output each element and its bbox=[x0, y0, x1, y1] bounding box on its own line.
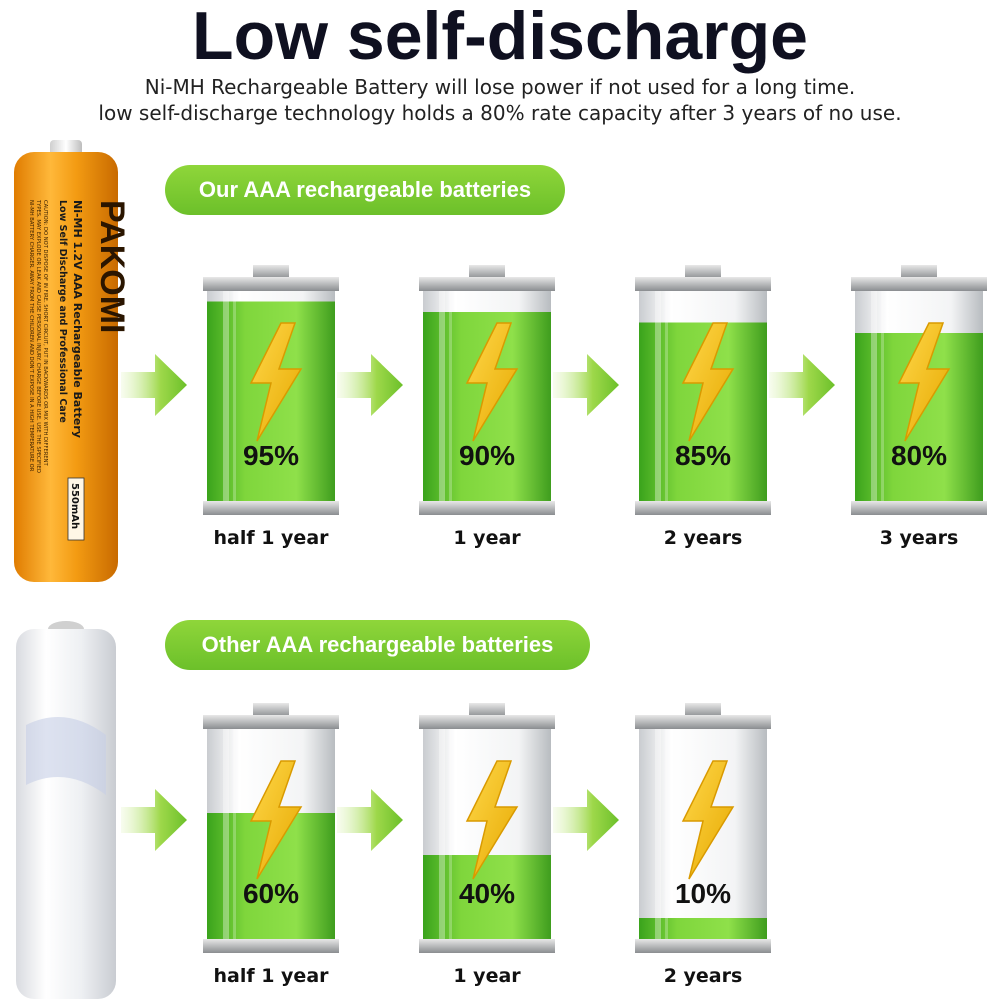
battery-level-ours-1: 90% bbox=[419, 265, 555, 515]
battery-period-label: half 1 year bbox=[213, 965, 329, 987]
battery-level-others-0: 60% bbox=[203, 703, 339, 953]
battery-level-others-1: 40% bbox=[419, 703, 555, 953]
lightning-bolt-icon bbox=[465, 760, 519, 880]
battery-percent-label: 95% bbox=[243, 440, 299, 471]
arrow-right-icon bbox=[769, 354, 835, 416]
battery-period-label: 1 year bbox=[453, 965, 521, 987]
battery-level-ours-0: 95% bbox=[203, 265, 339, 515]
battery-level-ours-3: 80% bbox=[851, 265, 987, 515]
section-label-ours: Our AAA rechargeable batteries bbox=[165, 165, 565, 215]
arrow-right-icon bbox=[337, 354, 403, 416]
battery-percent-label: 80% bbox=[891, 440, 947, 471]
lightning-bolt-icon bbox=[681, 760, 735, 880]
lightning-bolt-icon bbox=[249, 760, 303, 880]
lightning-bolt-icon bbox=[465, 322, 519, 442]
battery-period-label: 3 years bbox=[879, 527, 959, 549]
battery-percent-label: 40% bbox=[459, 878, 515, 909]
page-title: Low self-discharge bbox=[192, 0, 808, 74]
battery-percent-label: 90% bbox=[459, 440, 515, 471]
battery-percent-label: 60% bbox=[243, 878, 299, 909]
product-brand: PAKOMI bbox=[93, 200, 126, 333]
battery-level-ours-2: 85% bbox=[635, 265, 771, 515]
battery-percent-label: 85% bbox=[675, 440, 731, 471]
product-battery-others bbox=[16, 621, 116, 999]
section-label-others: Other AAA rechargeable batteries bbox=[165, 620, 590, 670]
product-warning-2: TYPES. MAY EXPLODE OR LEAK AND CAUSE PER… bbox=[35, 199, 41, 473]
arrow-right-icon bbox=[121, 354, 187, 416]
battery-period-label: 1 year bbox=[453, 527, 521, 549]
subtitle-line-1: Ni-MH Rechargeable Battery will lose pow… bbox=[144, 75, 856, 99]
arrow-right-icon bbox=[553, 789, 619, 851]
battery-period-label: half 1 year bbox=[213, 527, 329, 549]
product-battery-ours: PAKOMI Ni-MH 1.2V AAA Rechargeable Batte… bbox=[14, 140, 126, 582]
lightning-bolt-icon bbox=[249, 322, 303, 442]
product-line-1: Ni-MH 1.2V AAA Rechargeable Battery bbox=[71, 200, 84, 438]
battery-percent-label: 10% bbox=[675, 878, 731, 909]
battery-period-label: 2 years bbox=[663, 965, 743, 987]
product-capacity: 550mAh bbox=[69, 483, 80, 529]
battery-level-others-2: 10% bbox=[635, 703, 771, 953]
lightning-bolt-icon bbox=[681, 322, 735, 442]
arrow-right-icon bbox=[553, 354, 619, 416]
product-warning-3: NI-MH BATTERY CHARGER. AWAY FROM THE CHI… bbox=[28, 200, 34, 472]
lightning-bolt-icon bbox=[897, 322, 951, 442]
product-line-2: Low Self Discharge and Professional Care bbox=[57, 200, 68, 423]
arrow-right-icon bbox=[337, 789, 403, 851]
arrow-right-icon bbox=[121, 789, 187, 851]
product-warning-1: CAUTION: DO NOT DISPOSE OF IN FIRE. SHOR… bbox=[42, 200, 48, 467]
subtitle-line-2: low self-discharge technology holds a 80… bbox=[98, 101, 902, 125]
battery-period-label: 2 years bbox=[663, 527, 743, 549]
